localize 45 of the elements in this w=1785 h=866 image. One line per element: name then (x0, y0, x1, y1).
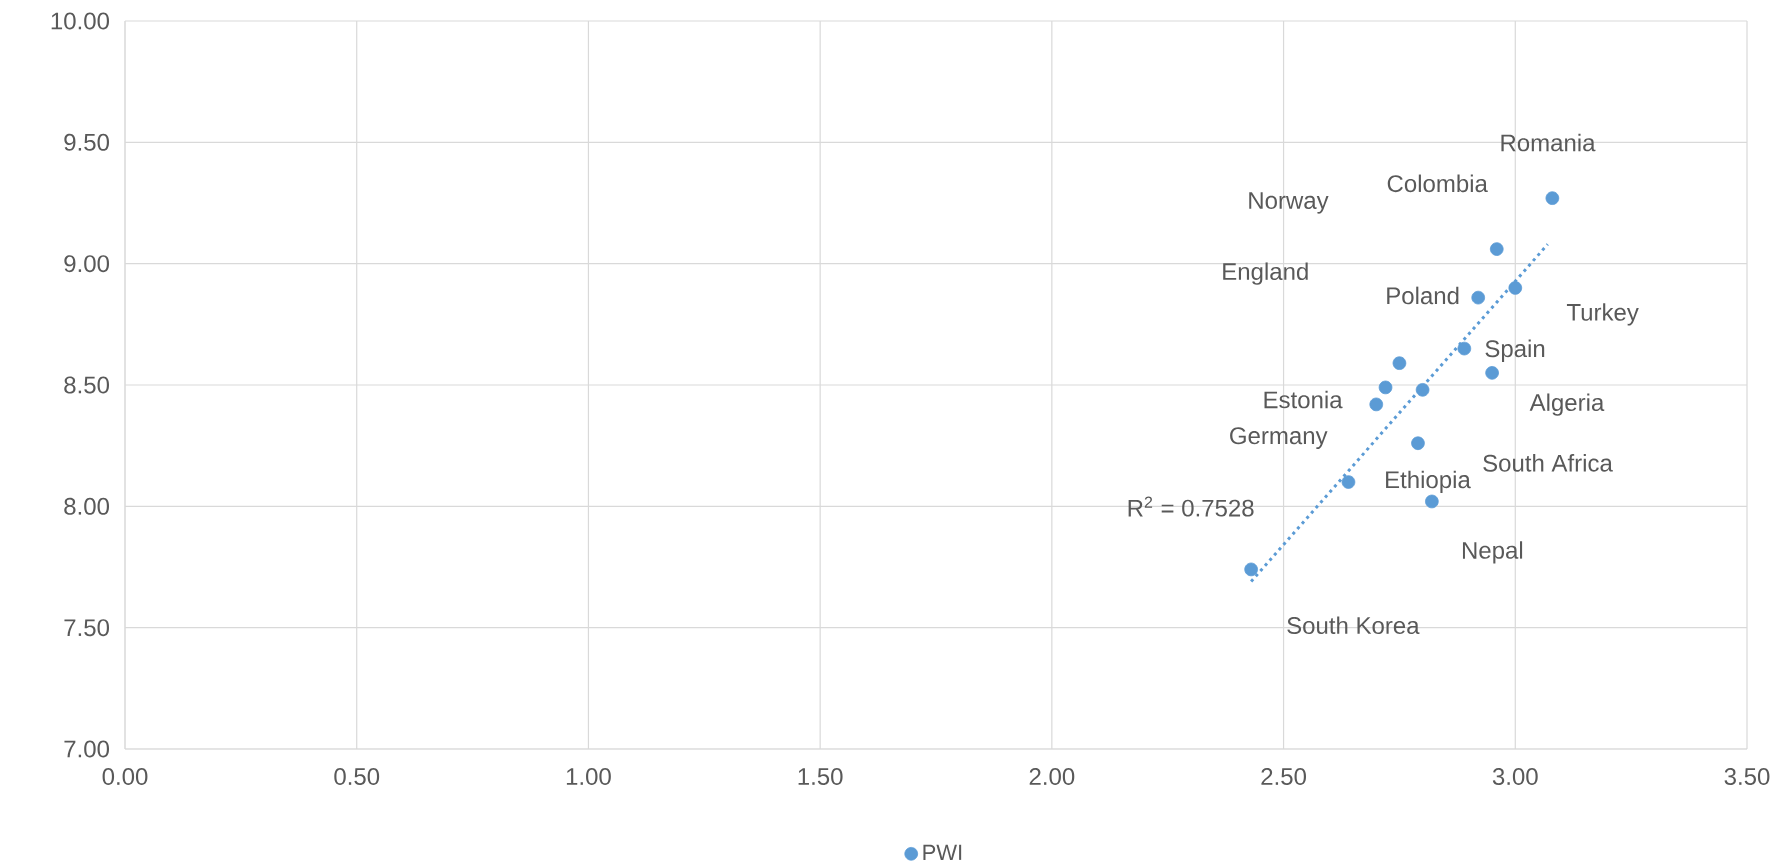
annotation: Ethiopia (1386, 470, 1471, 493)
x-tick-label: 2.50 (1261, 768, 1306, 786)
x-tick-label: 0.50 (334, 768, 380, 786)
point (1489, 242, 1504, 256)
point (1392, 356, 1407, 370)
x-tick-label: 2.00 (1029, 768, 1075, 786)
point (1378, 380, 1393, 395)
x-tick-label: 1.00 (566, 768, 611, 786)
point (1415, 383, 1430, 397)
y-tick-label: 7.00 (64, 740, 110, 758)
annotation: Germany (1230, 427, 1328, 449)
point (1545, 191, 1560, 205)
point (1244, 562, 1258, 577)
annotation: South Korea (1287, 616, 1420, 635)
point (1457, 341, 1472, 356)
point (1425, 494, 1439, 509)
annotation: Turkey (1566, 303, 1639, 326)
x-tick-label: 3.50 (1724, 768, 1770, 786)
annotation: Estonia (1264, 390, 1343, 409)
x-tick-label: 1.50 (798, 768, 843, 786)
legend-label: PWI (923, 844, 962, 860)
point (1369, 397, 1384, 412)
point (1508, 281, 1523, 295)
annotation: Algeria (1529, 393, 1605, 416)
x-tick-label: 0.00 (102, 768, 148, 786)
point (1411, 436, 1425, 451)
y-tick-label: 7.50 (64, 619, 110, 637)
y-tick-label: 8.00 (64, 497, 110, 515)
x-tick-label: 3.00 (1492, 768, 1538, 786)
annotation: Poland (1387, 286, 1459, 305)
annotation: Colombia (1387, 174, 1488, 193)
annotation: Romania (1501, 133, 1596, 152)
annotation: Spain (1485, 339, 1545, 362)
y-tick-label: 8.50 (64, 376, 110, 394)
y-tick-label: 9.00 (64, 255, 110, 273)
annotation: South Africa (1483, 454, 1613, 472)
annotation: England (1223, 262, 1308, 285)
annotation: Nepal (1462, 541, 1523, 564)
point (1471, 290, 1486, 305)
y-tick-label: 9.50 (64, 133, 110, 151)
point (1341, 475, 1356, 489)
annotation: Norway (1249, 192, 1329, 214)
annotation: R$^{2}$ = 0.7528 (1128, 496, 1254, 517)
y-tick-label: 10.00 (51, 12, 110, 30)
point (1485, 366, 1499, 380)
